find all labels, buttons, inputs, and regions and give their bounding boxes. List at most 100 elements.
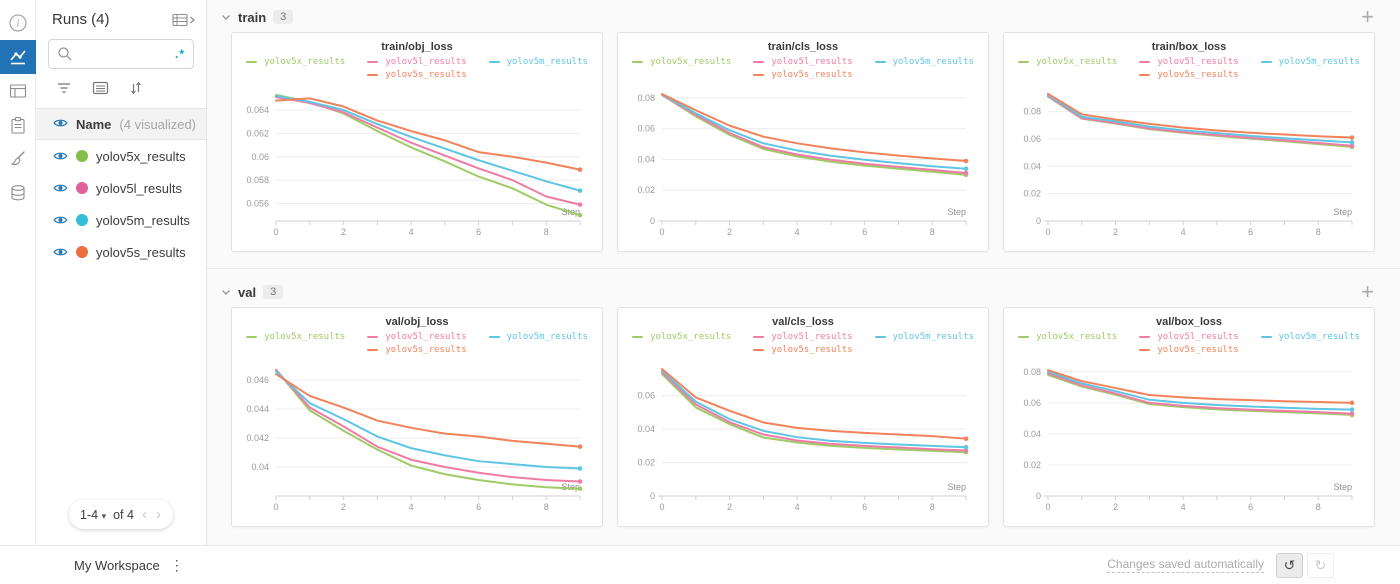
svg-text:0.06: 0.06 bbox=[637, 124, 655, 134]
chart-title: val/cls_loss bbox=[772, 316, 834, 328]
workspace-main: train 3 + train/obj_loss yolov5x_results y… bbox=[207, 0, 1400, 545]
svg-text:0.08: 0.08 bbox=[637, 93, 655, 103]
run-row[interactable]: yolov5x_results bbox=[36, 140, 206, 172]
svg-text:0.08: 0.08 bbox=[1023, 107, 1041, 117]
workspace-menu-kebab-icon[interactable]: ⋮ bbox=[169, 556, 184, 573]
svg-text:0.04: 0.04 bbox=[637, 424, 655, 434]
visibility-eye-icon[interactable] bbox=[53, 117, 68, 129]
svg-text:Step: Step bbox=[561, 482, 580, 492]
legend-dash-icon bbox=[874, 335, 886, 339]
svg-text:2: 2 bbox=[341, 227, 346, 237]
legend-item: yolov5l_results bbox=[1139, 331, 1239, 343]
chart-plot-area: 0 0.02 0.04 0.06 0.08 0 2 4 6 8 Step bbox=[1023, 367, 1355, 512]
undo-icon: ↺ bbox=[1283, 556, 1296, 573]
legend-item: yolov5l_results bbox=[367, 56, 467, 68]
run-name: yolov5x_results bbox=[96, 148, 186, 164]
svg-text:6: 6 bbox=[476, 502, 481, 512]
run-search-input[interactable] bbox=[78, 46, 170, 62]
chart-title: train/box_loss bbox=[1151, 41, 1227, 53]
legend-dash-icon bbox=[367, 73, 379, 77]
svg-text:4: 4 bbox=[1181, 502, 1186, 512]
svg-text:0.06: 0.06 bbox=[637, 391, 655, 401]
eye-slot bbox=[53, 117, 68, 132]
run-color-dot bbox=[76, 214, 88, 226]
chart-title: train/cls_loss bbox=[767, 41, 839, 53]
next-page-icon[interactable]: › bbox=[155, 506, 161, 523]
svg-text:0.02: 0.02 bbox=[637, 458, 655, 468]
redo-button[interactable]: ↻ bbox=[1307, 552, 1334, 578]
svg-text:0: 0 bbox=[273, 227, 278, 237]
svg-text:2: 2 bbox=[341, 502, 346, 512]
legend-item: yolov5s_results bbox=[1139, 69, 1239, 81]
columns-icon[interactable] bbox=[92, 81, 109, 95]
regex-toggle[interactable]: .* bbox=[174, 47, 185, 61]
chart-panel-val-obj_loss[interactable]: val/obj_loss yolov5x_results yolov5l_resul… bbox=[231, 307, 603, 527]
add-panel-icon[interactable]: + bbox=[1361, 4, 1374, 29]
run-row[interactable]: yolov5l_results bbox=[36, 172, 206, 204]
chart-panel-train-box_loss[interactable]: train/box_loss yolov5x_results yolov5l_res… bbox=[1003, 32, 1375, 252]
legend-item: yolov5l_results bbox=[1139, 56, 1239, 68]
svg-text:0.064: 0.064 bbox=[246, 105, 269, 115]
svg-text:6: 6 bbox=[862, 502, 867, 512]
svg-text:0.02: 0.02 bbox=[1023, 460, 1041, 470]
svg-text:4: 4 bbox=[1181, 227, 1186, 237]
filter-icon[interactable] bbox=[56, 81, 72, 95]
legend-item: yolov5m_results bbox=[874, 56, 974, 68]
chart-plot-area: 0 0.02 0.04 0.06 0.08 0 2 4 6 8 Step bbox=[1023, 92, 1355, 237]
prev-page-icon[interactable]: ‹ bbox=[141, 506, 147, 523]
search-icon bbox=[57, 46, 73, 62]
page-range-dropdown[interactable]: 1-4 ▾ bbox=[80, 507, 107, 522]
legend-item: yolov5m_results bbox=[488, 331, 588, 343]
visibility-eye-icon[interactable] bbox=[53, 246, 68, 258]
run-table-expand-icon[interactable] bbox=[172, 12, 196, 28]
run-list-header[interactable]: Name (4 visualized) bbox=[36, 108, 206, 140]
svg-text:2: 2 bbox=[1113, 227, 1118, 237]
legend-dash-icon bbox=[1260, 60, 1272, 64]
section-count-badge: 3 bbox=[273, 10, 294, 24]
line-chart-icon[interactable] bbox=[0, 40, 36, 74]
svg-text:2: 2 bbox=[1113, 502, 1118, 512]
legend-item: yolov5m_results bbox=[488, 56, 588, 68]
workspace-name[interactable]: My Workspace bbox=[74, 557, 160, 573]
svg-text:6: 6 bbox=[862, 227, 867, 237]
svg-text:4: 4 bbox=[409, 502, 414, 512]
undo-button[interactable]: ↺ bbox=[1276, 552, 1303, 578]
add-panel-icon[interactable]: + bbox=[1361, 279, 1374, 304]
clipboard-icon[interactable] bbox=[0, 108, 36, 142]
visibility-eye-icon[interactable] bbox=[53, 150, 68, 162]
database-icon[interactable] bbox=[0, 176, 36, 210]
svg-text:0: 0 bbox=[659, 227, 664, 237]
visibility-eye-icon[interactable] bbox=[53, 214, 68, 226]
svg-text:0: 0 bbox=[1045, 502, 1050, 512]
legend-dash-icon bbox=[753, 73, 765, 77]
brush-icon[interactable] bbox=[0, 142, 36, 176]
run-name: yolov5s_results bbox=[96, 244, 186, 260]
chart-legend: yolov5x_results yolov5l_results yolov5m_re… bbox=[624, 331, 982, 356]
svg-text:0.02: 0.02 bbox=[1023, 189, 1041, 199]
chart-panel-val-box_loss[interactable]: val/box_loss yolov5x_results yolov5l_resul… bbox=[1003, 307, 1375, 527]
svg-text:8: 8 bbox=[930, 502, 935, 512]
sort-icon[interactable] bbox=[129, 81, 143, 95]
chart-panel-train-obj_loss[interactable]: train/obj_loss yolov5x_results yolov5l_res… bbox=[231, 32, 603, 252]
collapse-section-icon[interactable] bbox=[221, 289, 231, 296]
panels-icon[interactable] bbox=[0, 74, 36, 108]
run-color-dot bbox=[76, 246, 88, 258]
run-row[interactable]: yolov5s_results bbox=[36, 236, 206, 268]
chart-panel-val-cls_loss[interactable]: val/cls_loss yolov5x_results yolov5l_resul… bbox=[617, 307, 989, 527]
svg-text:0: 0 bbox=[1045, 227, 1050, 237]
svg-text:0.046: 0.046 bbox=[246, 375, 269, 385]
run-row[interactable]: yolov5m_results bbox=[36, 204, 206, 236]
collapse-section-icon[interactable] bbox=[221, 14, 231, 21]
svg-text:0.044: 0.044 bbox=[246, 404, 269, 414]
pagination: 1-4 ▾ of 4 ‹ › bbox=[69, 500, 173, 529]
chart-plot-area: 0.04 0.042 0.044 0.046 0 2 4 6 8 Step bbox=[246, 368, 583, 512]
caret-down-icon: ▾ bbox=[101, 510, 107, 521]
svg-text:0.062: 0.062 bbox=[246, 128, 269, 138]
svg-text:8: 8 bbox=[1316, 502, 1321, 512]
visibility-eye-icon[interactable] bbox=[53, 182, 68, 194]
autosave-status: Changes saved automatically bbox=[1107, 557, 1264, 573]
svg-text:8: 8 bbox=[930, 227, 935, 237]
svg-text:0: 0 bbox=[1036, 216, 1041, 226]
info-icon[interactable]: i bbox=[0, 6, 36, 40]
chart-panel-train-cls_loss[interactable]: train/cls_loss yolov5x_results yolov5l_res… bbox=[617, 32, 989, 252]
